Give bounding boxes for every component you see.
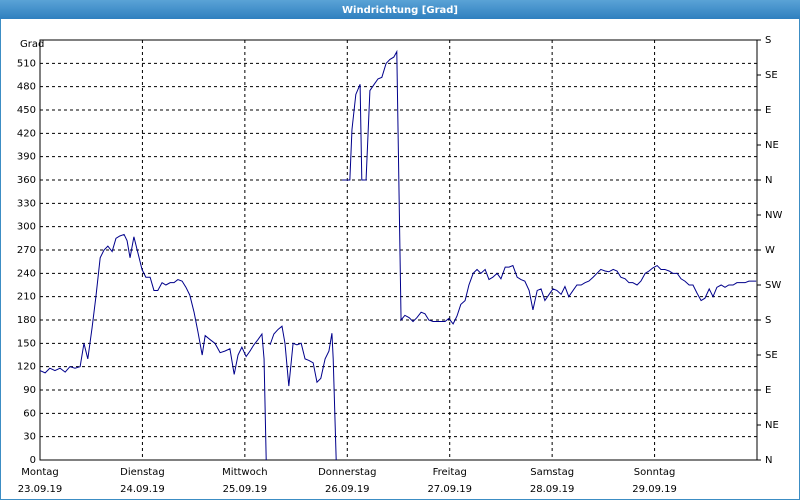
x-tick-date: 27.09.19 [427,484,472,495]
y2-tick-label: S [765,315,771,326]
y-tick-label: 330 [17,198,36,209]
plot-border [39,39,758,461]
y-tick-label: 300 [17,222,36,233]
y2-tick-label: E [765,385,771,396]
y-tick-label: 90 [23,385,36,396]
y-tick-label: 420 [17,128,36,139]
x-tick-date: 26.09.19 [325,484,370,495]
y-tick-label: 240 [17,268,36,279]
y2-tick-label: NW [765,210,782,221]
y2-tick-label: SE [765,350,778,361]
x-tick-label: Sonntag [634,467,676,478]
y-tick-label: 180 [17,315,36,326]
x-tick-label: Donnerstag [318,467,376,478]
chart-title: Windrichtung [Grad] [342,5,458,16]
y-tick-label: 510 [17,58,36,69]
y-tick-label: 120 [17,362,36,373]
x-tick-date: 24.09.19 [120,484,165,495]
x-tick-date: 29.09.19 [632,484,677,495]
y-tick-label: 150 [17,338,36,349]
y2-tick-label: NE [765,140,779,151]
y2-tick-label: SW [765,280,781,291]
y2-tick-label: NE [765,420,779,431]
y2-tick-label: W [765,245,775,256]
y-tick-label: 30 [23,432,36,443]
y2-tick-label: E [765,105,771,116]
y2-tick-label: N [765,455,772,466]
title-bar [0,0,800,19]
x-tick-label: Freitag [433,467,467,478]
y-tick-label: 270 [17,245,36,256]
y-tick-label: 360 [17,175,36,186]
y-tick-label: 450 [17,105,36,116]
y2-tick-label: SE [765,70,778,81]
y-tick-label: 0 [30,455,36,466]
y-tick-label: 480 [17,82,36,93]
y-tick-label: 60 [23,408,36,419]
x-tick-label: Dienstag [120,467,165,478]
y2-tick-label: S [765,35,771,46]
x-tick-date: 23.09.19 [18,484,63,495]
x-tick-label: Montag [21,467,58,478]
x-tick-label: Samstag [530,467,574,478]
y-axis-label: Grad [20,39,44,50]
y-tick-label: 210 [17,292,36,303]
x-tick-date: 28.09.19 [530,484,575,495]
y-tick-label: 390 [17,152,36,163]
data-line [39,49,757,461]
x-tick-date: 25.09.19 [223,484,268,495]
y2-tick-label: N [765,175,772,186]
x-tick-label: Mittwoch [222,467,267,478]
